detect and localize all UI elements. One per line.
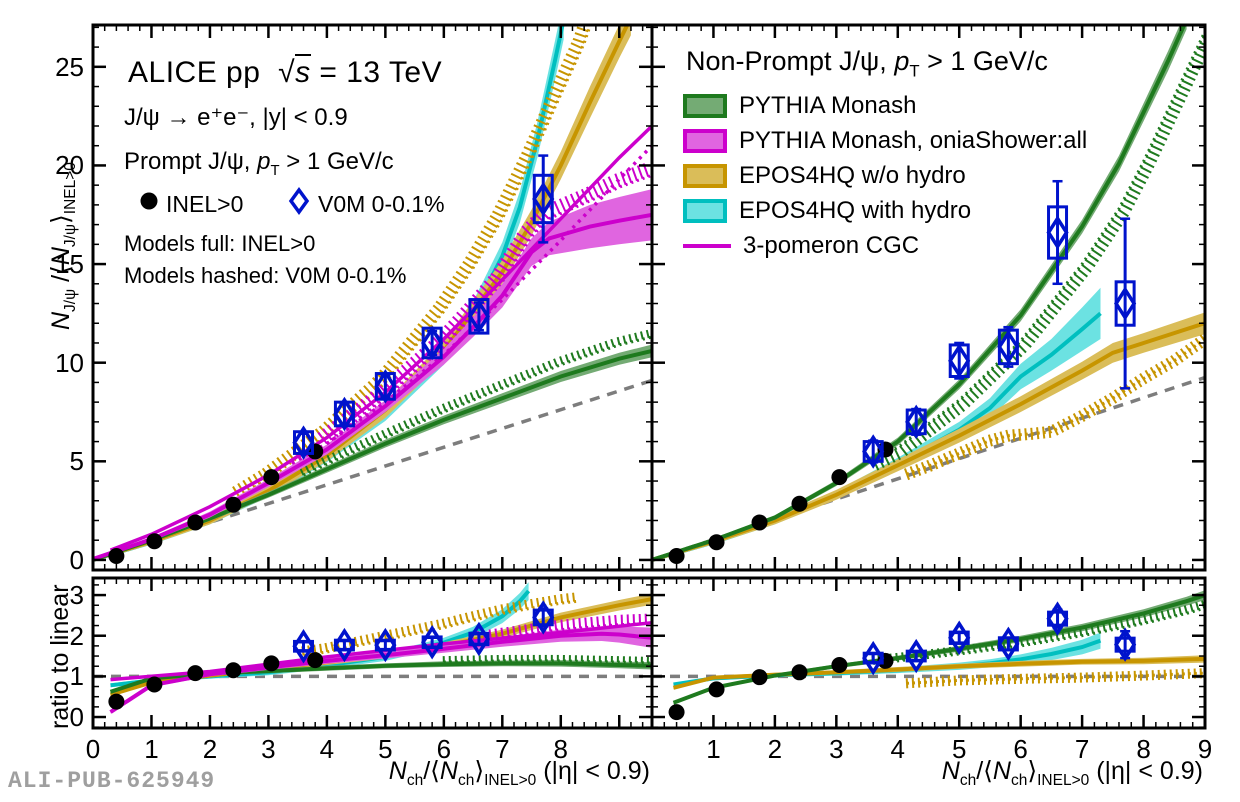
x-tick-label-right-4: 4 (890, 734, 905, 764)
axes-frame-nonprompt-main (650, 23, 1207, 572)
y-tick-label-main-5: 5 (69, 446, 84, 477)
model-legend: PYTHIA Monash PYTHIA Monash, oniaShower:a… (683, 88, 1087, 263)
x-tick-label-right-5: 5 (951, 734, 967, 764)
watermark: ALI-PUB-625949 (8, 768, 216, 794)
series-group-nonprompt-ratio (652, 590, 1205, 721)
legend-label: EPOS4HQ with hydro (739, 196, 972, 224)
alice-title: ALICE pp √s = 13 TeV (128, 54, 443, 89)
prompt-label: Prompt J/ψ, pT > 1 GeV/c (124, 148, 394, 179)
x-tick-label-right-1: 1 (706, 734, 721, 764)
series-group-prompt-ratio (93, 582, 652, 714)
x-tick-label-right-7: 7 (1074, 734, 1090, 764)
legend-label: 3-pomeron CGC (743, 231, 920, 259)
x-axis-title-left: Nch/⟨Nch⟩INEL>0 (|η| < 0.9) (388, 757, 650, 789)
legend-swatch-icon (683, 198, 727, 223)
y-tick-label-main-10: 10 (55, 347, 84, 378)
x-tick-label-left-2: 2 (202, 734, 218, 764)
y-tick-label-ratio-0: 0 (69, 702, 84, 733)
x-tick-label-left-0: 0 (85, 734, 101, 764)
x-tick-label-left-5: 5 (378, 734, 393, 764)
x-tick-label-left-6: 6 (436, 734, 452, 764)
legend-label: PYTHIA Monash, oniaShower:all (739, 126, 1088, 154)
x-tick-label-left-8: 8 (553, 734, 569, 764)
legend-row-4: 3-pomeron CGC (683, 228, 1087, 263)
models-full-note: Models full: INEL>0 (124, 231, 316, 256)
legend-swatch-icon (683, 163, 727, 188)
legend-row-1: PYTHIA Monash, oniaShower:all (683, 123, 1087, 158)
y-tick-label-ratio-2: 2 (69, 620, 84, 651)
y-tick-label-main-20: 20 (55, 150, 84, 181)
legend-label: PYTHIA Monash (739, 91, 917, 119)
models-hashed-note: Models hashed: V0M 0-0.1% (124, 263, 407, 288)
legend-label: EPOS4HQ w/o hydro (739, 161, 966, 189)
y-tick-label-ratio-3: 3 (69, 580, 84, 611)
decay-channel-label: J/ψ → e⁺e⁻, |y| < 0.9 (124, 104, 348, 131)
x-tick-label-right-3: 3 (829, 734, 844, 764)
y-tick-label-ratio-1: 1 (69, 661, 84, 692)
legend-line-icon (683, 243, 731, 248)
legend-row-2: EPOS4HQ w/o hydro (683, 158, 1087, 193)
x-tick-label-left-7: 7 (495, 734, 510, 764)
series-group-nonprompt-main (652, 25, 1205, 564)
x-tick-label-right-6: 6 (1013, 734, 1028, 764)
x-tick-label-right-2: 2 (767, 734, 783, 764)
legend-swatch-icon (683, 128, 727, 153)
nonprompt-title: Non-Prompt J/ψ, pT > 1 GeV/c (686, 46, 1048, 81)
legend-row-3: EPOS4HQ with hydro (683, 193, 1087, 228)
v0m-marker-label: V0M 0-0.1% (318, 191, 445, 217)
x-tick-label-right-9: 9 (1197, 734, 1213, 764)
x-tick-label-left-3: 3 (261, 734, 276, 764)
x-tick-label-left-1: 1 (144, 734, 159, 764)
series-group-prompt-main (93, 25, 652, 564)
inel-marker-label: INEL>0 (166, 191, 244, 217)
y-axis-title-main: NJ/ψ /⟨NJ/ψ⟩INEL>0 (47, 162, 79, 330)
y-tick-label-main-0: 0 (69, 544, 84, 575)
inel-marker-icon (138, 190, 160, 217)
legend-row-0: PYTHIA Monash (683, 88, 1087, 123)
y-tick-label-main-15: 15 (55, 249, 84, 280)
v0m-marker-icon (288, 187, 310, 220)
legend-swatch-icon (683, 93, 727, 118)
y-tick-label-main-25: 25 (55, 51, 84, 82)
x-tick-label-left-4: 4 (319, 734, 335, 764)
axes-frame-nonprompt-ratio (650, 576, 1207, 730)
x-tick-label-right-8: 8 (1136, 734, 1151, 764)
x-axis-title-right: Nch/⟨Nch⟩INEL>0 (|η| < 0.9) (941, 757, 1203, 789)
